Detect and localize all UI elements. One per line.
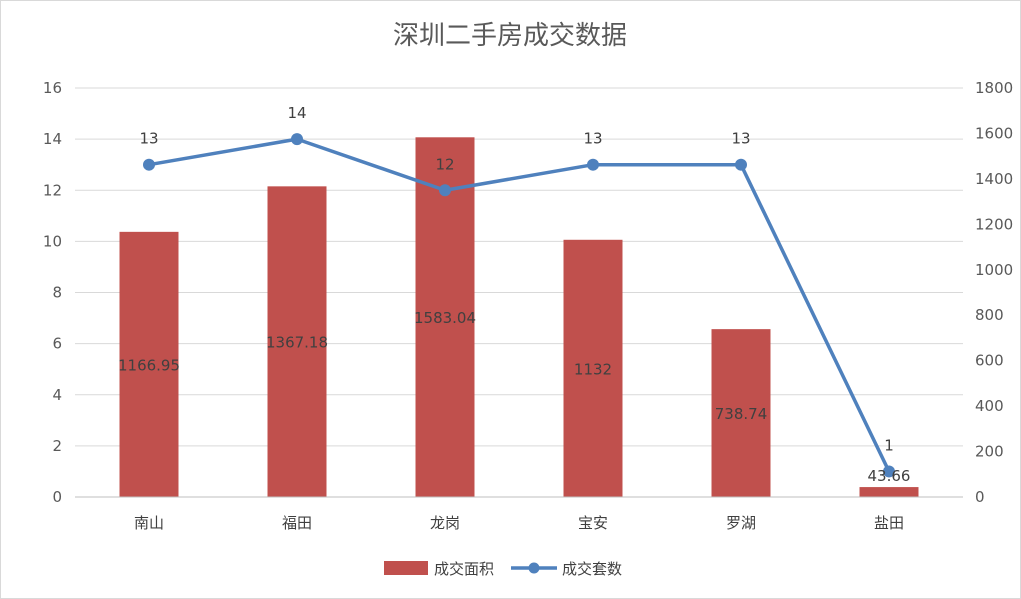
- bar: [711, 329, 771, 497]
- right-axis-tick-label: 400: [975, 397, 1004, 415]
- right-axis-tick-label: 600: [975, 352, 1004, 370]
- bar-data-label: 1583.04: [414, 309, 476, 327]
- left-axis-tick-label: 16: [43, 79, 62, 97]
- bar-data-label: 1166.95: [118, 356, 180, 374]
- right-axis-tick-label: 200: [975, 443, 1004, 461]
- bar-series: [119, 137, 919, 498]
- bar: [859, 487, 919, 497]
- bar-data-labels: 1166.95 1367.18 1583.04 1132 738.74 43.66: [118, 309, 910, 485]
- line-point: [143, 158, 155, 171]
- line-point: [439, 184, 451, 197]
- category-label: 福田: [282, 514, 312, 532]
- line-data-label: 13: [731, 130, 750, 148]
- right-axis-tick-label: 1400: [975, 170, 1013, 188]
- bar-data-label: 1367.18: [266, 334, 328, 352]
- bar: [119, 231, 179, 498]
- legend-bar-swatch: [384, 561, 428, 575]
- category-label: 南山: [134, 514, 164, 532]
- line-series: [143, 133, 895, 478]
- bar-data-label: 738.74: [715, 405, 768, 423]
- legend: 成交面积 成交套数: [384, 560, 622, 578]
- gridlines: [75, 87, 963, 498]
- series-line: [148, 137, 891, 473]
- category-label: 盐田: [874, 514, 904, 532]
- line-data-label: 13: [139, 130, 158, 148]
- left-axis-tick-label: 14: [43, 130, 62, 148]
- left-axis: 0 2 4 6 8 10 12 14 16: [43, 79, 62, 506]
- line-point: [883, 465, 895, 478]
- bar-data-label: 43.66: [868, 467, 911, 485]
- line-data-label: 13: [583, 130, 602, 148]
- line-point: [291, 133, 303, 146]
- left-axis-tick-label: 10: [43, 232, 62, 250]
- left-axis-tick-label: 8: [52, 284, 62, 302]
- chart-title: 深圳二手房成交数据: [393, 21, 627, 51]
- line-data-label: 12: [435, 155, 454, 173]
- right-axis-tick-label: 1000: [975, 261, 1013, 279]
- right-axis-tick-label: 800: [975, 306, 1004, 324]
- right-axis-tick-label: 0: [975, 488, 985, 506]
- bar: [267, 186, 327, 498]
- left-axis-tick-label: 12: [43, 181, 62, 199]
- category-label: 龙岗: [430, 514, 460, 532]
- x-axis: 南山 福田 龙岗 宝安 罗湖 盐田: [75, 496, 963, 532]
- legend-line-label: 成交套数: [562, 560, 622, 578]
- bar: [563, 239, 623, 498]
- right-axis-tick-label: 1800: [975, 79, 1013, 97]
- legend-bar-label: 成交面积: [434, 560, 494, 578]
- left-axis-tick-label: 0: [52, 488, 62, 506]
- right-axis-tick-label: 1200: [975, 215, 1013, 233]
- line-data-label: 14: [287, 104, 306, 122]
- category-label: 宝安: [578, 514, 608, 532]
- left-axis-tick-label: 2: [52, 437, 62, 455]
- legend-line-marker: [528, 562, 540, 574]
- left-axis-tick-label: 6: [52, 335, 62, 353]
- line-data-label: 1: [884, 436, 894, 454]
- right-axis: 0 200 400 600 800 1000 1200 1400 1600 1800: [975, 79, 1013, 506]
- category-label: 罗湖: [726, 514, 756, 532]
- bar: [415, 137, 475, 497]
- bar-data-label: 1132: [574, 360, 612, 378]
- line-data-labels: 13 14 12 13 13 1: [139, 104, 893, 454]
- left-axis-tick-label: 4: [52, 386, 62, 404]
- right-axis-tick-label: 1600: [975, 124, 1013, 142]
- line-point: [587, 158, 599, 171]
- line-point: [735, 158, 747, 171]
